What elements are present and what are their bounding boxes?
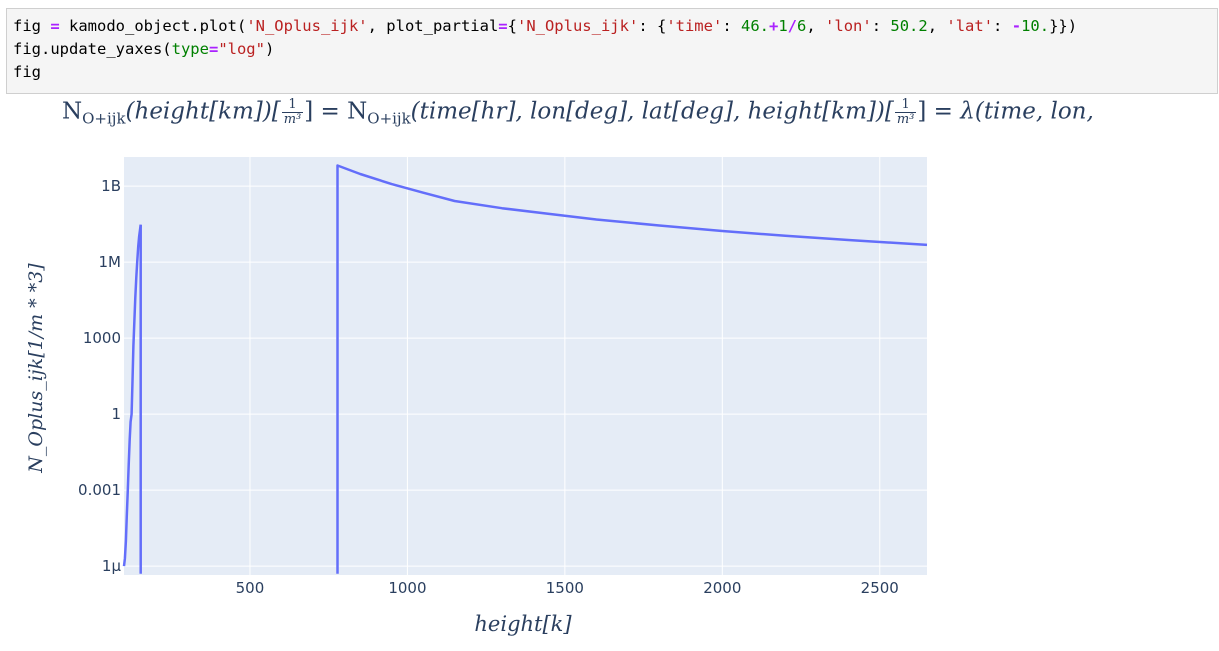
formula-symbol: N — [62, 98, 83, 125]
code-token: fig.update_yaxes( — [13, 40, 172, 58]
code-token: 1 — [778, 17, 788, 35]
code-token: { — [507, 17, 517, 35]
formula-lhs-args: (height[km])[ — [125, 98, 281, 125]
x-tick-label: 500 — [236, 579, 265, 597]
x-tick-label: 1500 — [546, 579, 584, 597]
code-token: 10. — [1021, 17, 1050, 35]
plot-background — [124, 157, 927, 575]
code-token: 50.2 — [890, 17, 928, 35]
y-tick-label: 1 — [111, 405, 121, 423]
code-token: fig — [13, 63, 41, 81]
code-token: 'lon' — [825, 17, 872, 35]
y-tick-label: 1B — [101, 177, 121, 195]
y-tick-label: 1μ — [102, 557, 122, 575]
formula-mid-args: (time[hr], lon[deg], lat[deg], height[km… — [410, 98, 894, 125]
x-tick-label: 2500 — [861, 579, 899, 597]
code-token: type — [171, 40, 209, 58]
code-token: 'lat' — [946, 17, 994, 35]
code-line-2: fig.update_yaxes(type="log") — [13, 38, 274, 61]
code-token: kamodo_object.plot( — [59, 17, 247, 35]
code-token: = — [208, 40, 219, 58]
code-token: + — [768, 17, 779, 35]
series-line — [336, 164, 928, 574]
formula-symbol-mid: N — [347, 98, 368, 125]
x-tick-label: 2000 — [703, 579, 741, 597]
code-token: , — [806, 17, 826, 35]
code-token: "log" — [218, 40, 265, 58]
series-lines — [122, 164, 928, 574]
code-token: fig — [13, 17, 51, 35]
code-token: / — [787, 17, 798, 35]
y-axis-title: N_Oplus_ijk[1/m * *3] — [25, 263, 47, 474]
code-cell[interactable]: fig = kamodo_object.plot('N_Oplus_ijk', … — [6, 8, 1218, 94]
code-token: : — [993, 17, 1012, 35]
series-line — [122, 224, 142, 567]
formula-rhs: λ(time, lon, — [960, 98, 1094, 125]
code-token: : — [722, 17, 741, 35]
code-token: - — [1011, 17, 1022, 35]
tick-labels: 500 1000 1500 2000 2500 1μ 0.001 1 1000 1M 1B — [78, 177, 899, 597]
code-token: 'time' — [666, 17, 723, 35]
grid — [124, 157, 927, 575]
code-token: = — [50, 17, 60, 35]
x-tick-label: 1000 — [388, 579, 426, 597]
code-token: 46. — [740, 17, 769, 35]
y-tick-label: 1000 — [83, 329, 121, 347]
formula-subscript: O+ijk — [82, 109, 126, 128]
y-tick-label: 0.001 — [78, 481, 121, 499]
x-axis-title: height[k] — [474, 612, 572, 636]
code-token: , plot_partial — [367, 17, 499, 35]
unit-fraction-2: 1 m³ — [894, 98, 917, 127]
code-token: : — [871, 17, 891, 35]
code-token: , — [927, 17, 947, 35]
code-token: = — [498, 17, 508, 35]
unit-fraction: 1 m³ — [281, 98, 304, 127]
output-formula: NO+ijk(height[km])[1 m³] = NO+ijk(time[hr… — [62, 98, 1094, 128]
code-line-1: fig = kamodo_object.plot('N_Oplus_ijk', … — [13, 15, 1077, 38]
code-token: 6 — [797, 17, 807, 35]
code-token: 'N_Oplus_ijk' — [516, 17, 639, 35]
code-line-3: fig — [13, 61, 41, 84]
code-token: : { — [638, 17, 667, 35]
y-tick-label: 1M — [99, 253, 122, 271]
code-token: }}) — [1049, 17, 1078, 35]
code-token: 'N_Oplus_ijk' — [246, 17, 368, 35]
code-token: ) — [264, 40, 275, 58]
